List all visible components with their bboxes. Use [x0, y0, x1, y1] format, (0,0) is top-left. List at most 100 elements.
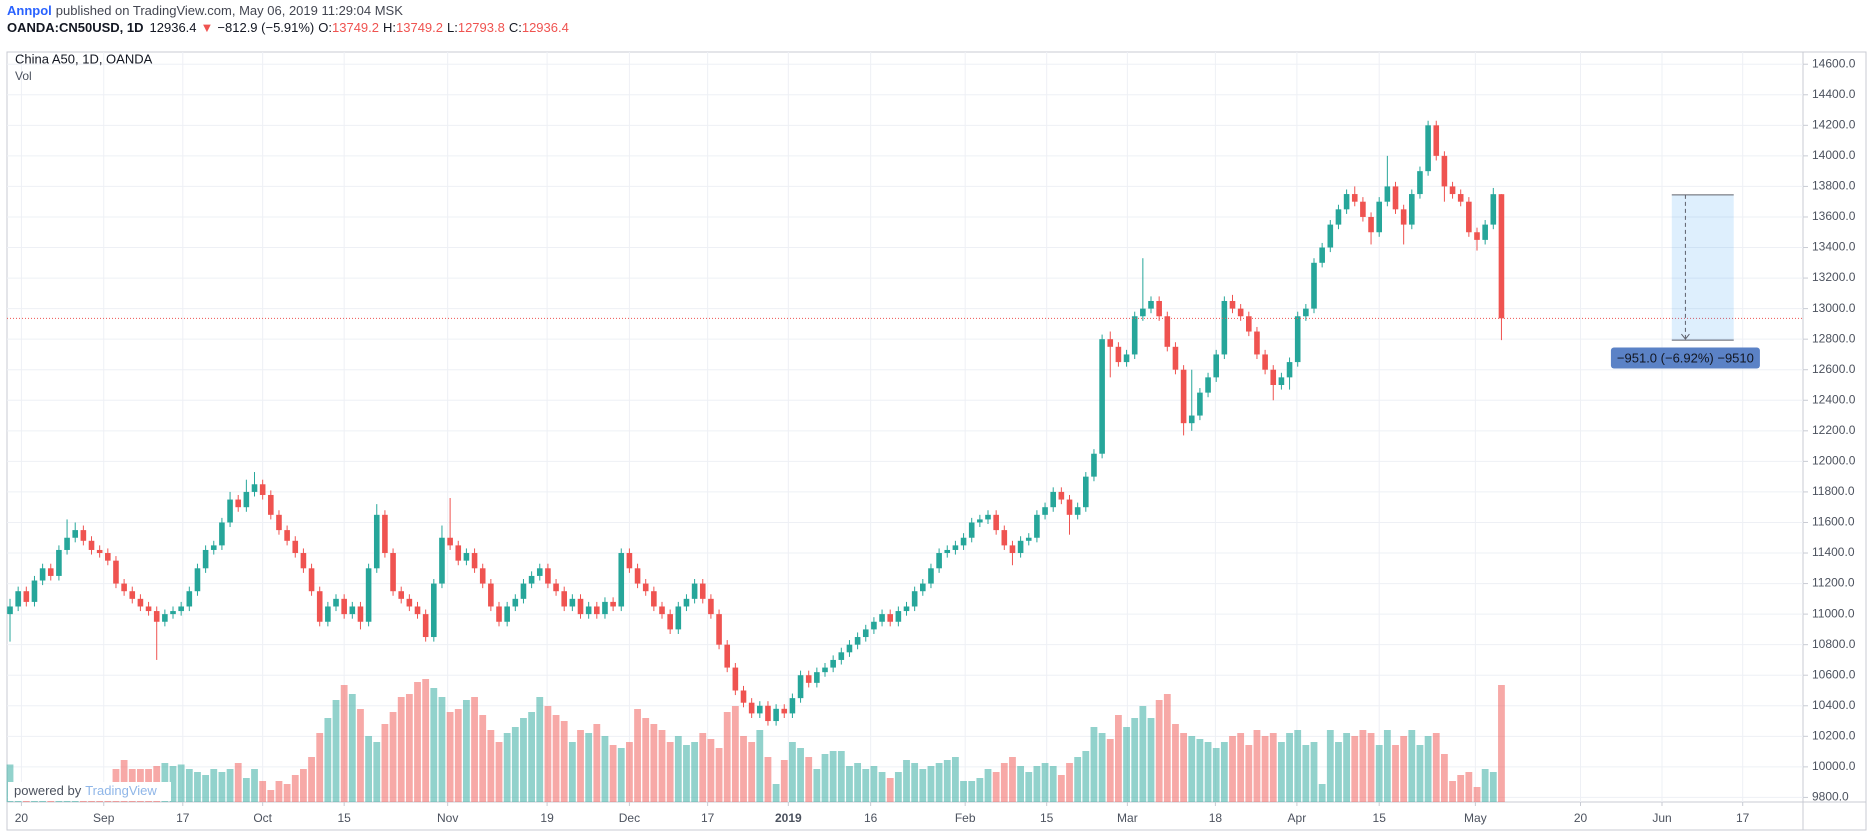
volume-bar	[601, 736, 609, 802]
candle-body	[202, 549, 209, 569]
candle-body	[585, 606, 592, 615]
volume-bar	[1416, 745, 1424, 802]
volume-bar	[748, 742, 756, 802]
volume-bar	[1302, 745, 1310, 802]
candle-body	[1498, 194, 1505, 319]
volume-bar	[691, 742, 699, 802]
candle-body	[805, 675, 812, 683]
candle-body	[170, 611, 176, 615]
volume-bar	[1245, 745, 1253, 802]
x-tick-label: Mar	[1117, 811, 1138, 825]
x-tick-label: 17	[701, 811, 715, 825]
candle-body	[1343, 194, 1350, 210]
candle-body	[1441, 155, 1448, 187]
candle-body	[1335, 209, 1342, 225]
volume-bar	[1318, 784, 1326, 802]
candle-body	[610, 601, 616, 607]
volume-bar	[568, 742, 576, 802]
volume-bar	[837, 751, 845, 802]
volume-bar	[1237, 733, 1245, 802]
candle-body	[447, 537, 453, 546]
candle-body	[871, 621, 877, 630]
candle-body	[1449, 186, 1456, 195]
candle-body	[1140, 308, 1146, 317]
volume-bar	[609, 745, 617, 802]
volume-bar	[1049, 766, 1057, 802]
volume-bar	[960, 781, 967, 802]
volume-bar	[846, 766, 853, 802]
low-value: 12793.8	[458, 20, 505, 35]
volume-bar	[943, 760, 951, 802]
candle-body	[1237, 308, 1244, 317]
candle-body	[773, 708, 779, 722]
y-tick-label: 12200.0	[1812, 423, 1856, 437]
volume-bar	[495, 742, 503, 802]
volume-bar	[1025, 772, 1033, 802]
author[interactable]: Annpol	[7, 3, 52, 18]
volume-bar	[927, 766, 935, 802]
volume-bar	[1294, 730, 1302, 802]
candle-body	[928, 568, 934, 584]
candle-body	[724, 644, 731, 668]
y-tick-label: 10200.0	[1812, 728, 1856, 742]
candle-body	[1083, 476, 1089, 508]
candle-body	[251, 484, 258, 492]
volume-bar	[1090, 727, 1098, 802]
x-tick-label: 15	[337, 811, 351, 825]
volume-bar	[544, 706, 552, 802]
candle-body	[349, 606, 356, 615]
candle-body	[1327, 224, 1334, 248]
watermark[interactable]: powered by TradingView	[14, 783, 157, 798]
volume-bar	[438, 697, 446, 802]
candle-body	[1001, 530, 1008, 546]
volume-bar	[389, 712, 397, 802]
volume-bar	[332, 700, 340, 802]
candle-body	[553, 583, 559, 592]
volume-bar	[772, 784, 780, 802]
candle-body	[259, 484, 266, 495]
candle-body	[1148, 300, 1154, 309]
candle-body	[814, 672, 820, 683]
volume-bar	[365, 736, 373, 802]
candle-body	[862, 629, 869, 638]
volume-bar	[821, 754, 829, 802]
y-tick-label: 11400.0	[1812, 545, 1855, 559]
candle-body	[1303, 308, 1309, 317]
candle-body	[1482, 224, 1488, 240]
volume-bar	[251, 769, 258, 802]
candle-body	[137, 598, 144, 607]
volume-bar	[1000, 763, 1008, 802]
volume-bar	[1473, 787, 1481, 802]
candle-body	[1123, 354, 1130, 363]
y-tick-label: 13400.0	[1812, 240, 1856, 254]
volume-bar	[1441, 754, 1448, 802]
candle-body	[1205, 377, 1211, 393]
candle-body	[414, 606, 421, 615]
candle-body	[153, 611, 160, 622]
volume-bar	[267, 790, 275, 802]
volume-bar	[1196, 739, 1204, 802]
candle-body	[406, 598, 413, 607]
volume-bar	[1326, 730, 1334, 802]
volume-bar	[626, 742, 633, 802]
candle-body	[1074, 507, 1081, 515]
candle-body	[1172, 346, 1179, 370]
candle-body	[1131, 316, 1138, 355]
candle-body	[382, 514, 388, 554]
candle-body	[920, 583, 926, 592]
candle-body	[545, 568, 551, 584]
candle-body	[1400, 209, 1407, 225]
x-tick-label: 15	[1040, 811, 1054, 825]
volume-bar	[634, 709, 641, 802]
candle-body	[944, 549, 951, 554]
y-tick-label: 11000.0	[1812, 606, 1855, 620]
volume-bar	[1424, 736, 1432, 802]
volume-bar	[1033, 766, 1041, 802]
candle-body	[854, 637, 861, 645]
volume-bar	[373, 742, 381, 802]
candle-body	[659, 606, 665, 615]
y-tick-label: 9800.0	[1812, 790, 1849, 804]
candle-body	[561, 591, 568, 607]
low-label: L:	[447, 20, 458, 35]
volume-bar	[316, 733, 324, 802]
